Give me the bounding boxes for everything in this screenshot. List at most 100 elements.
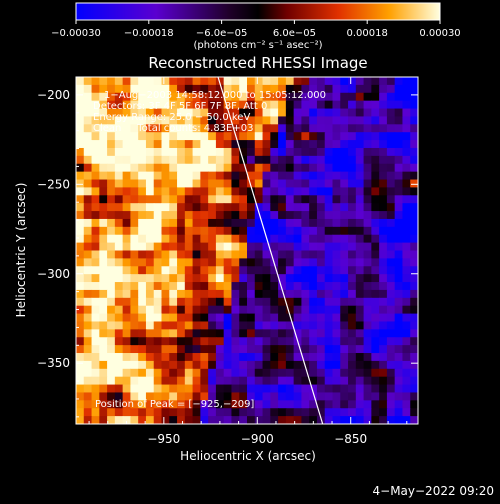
- heatmap-cell: [223, 100, 233, 110]
- heatmap-cell: [254, 155, 264, 165]
- heatmap-cell: [394, 140, 404, 149]
- heatmap-cell: [316, 266, 326, 275]
- heatmap-cell: [215, 305, 225, 315]
- heatmap-cell: [200, 132, 209, 141]
- heatmap-cell: [223, 250, 233, 259]
- heatmap-cell: [192, 274, 201, 283]
- heatmap-cell: [223, 226, 233, 236]
- heatmap-cell: [394, 92, 404, 102]
- heatmap-cell: [332, 226, 341, 236]
- heatmap-cell: [130, 116, 139, 125]
- heatmap-cell: [107, 353, 116, 362]
- heatmap-cell: [99, 400, 108, 409]
- heatmap-cell: [301, 187, 310, 196]
- heatmap-cell: [278, 266, 287, 275]
- heatmap-cell: [153, 297, 163, 307]
- heatmap-cell: [114, 195, 124, 204]
- heatmap-cell: [309, 360, 318, 370]
- heatmap-cell: [410, 218, 418, 228]
- heatmap-cell: [410, 266, 418, 275]
- heatmap-cell: [99, 392, 108, 401]
- heatmap-cell: [324, 258, 334, 267]
- heatmap-cell: [200, 392, 209, 401]
- heatmap-cell: [208, 218, 217, 228]
- heatmap-cell: [348, 321, 357, 330]
- heatmap-cell: [402, 250, 411, 259]
- heatmap-cell: [394, 234, 404, 244]
- heatmap-cell: [239, 250, 248, 259]
- heatmap-cell: [184, 147, 194, 157]
- heatmap-cell: [83, 140, 93, 149]
- heatmap-cell: [76, 187, 85, 196]
- heatmap-cell: [324, 124, 334, 133]
- heatmap-cell: [215, 258, 225, 267]
- heatmap-cell: [301, 132, 310, 141]
- heatmap-cell: [363, 329, 372, 338]
- heatmap-cell: [316, 368, 326, 378]
- heatmap-cell: [340, 226, 349, 236]
- heatmap-cell: [386, 360, 396, 370]
- heatmap-cell: [231, 108, 240, 118]
- heatmap-cell: [76, 321, 85, 330]
- heatmap-cell: [239, 416, 248, 424]
- heatmap-cell: [122, 140, 132, 149]
- heatmap-cell: [239, 258, 248, 267]
- heatmap-cell: [301, 124, 310, 133]
- heatmap-cell: [316, 321, 326, 330]
- heatmap-cell: [278, 195, 287, 204]
- heatmap-cell: [340, 305, 349, 315]
- heatmap-cell: [239, 234, 248, 244]
- heatmap-cell: [91, 211, 100, 220]
- heatmap-cell: [122, 416, 132, 424]
- heatmap-cell: [99, 92, 108, 102]
- heatmap-cell: [122, 258, 132, 267]
- heatmap-cell: [122, 187, 132, 196]
- heatmap-cell: [169, 305, 178, 315]
- heatmap-cell: [270, 297, 279, 307]
- heatmap-cell: [348, 84, 357, 94]
- heatmap-cell: [278, 376, 287, 386]
- heatmap-cell: [130, 368, 139, 378]
- heatmap-cell: [161, 368, 170, 378]
- heatmap-cell: [379, 289, 388, 299]
- heatmap-cell: [278, 108, 287, 118]
- heatmap-cell: [114, 266, 124, 275]
- heatmap-cell: [386, 211, 396, 220]
- heatmap-cell: [107, 234, 116, 244]
- heatmap-cell: [169, 163, 178, 173]
- heatmap-cell: [231, 360, 240, 370]
- heatmap-cell: [107, 305, 116, 315]
- heatmap-cell: [309, 140, 318, 149]
- heatmap-cell: [270, 163, 279, 173]
- heatmap-cell: [130, 289, 139, 299]
- heatmap-cell: [107, 297, 116, 307]
- heatmap-cell: [332, 250, 341, 259]
- heatmap-cell: [153, 163, 163, 173]
- heatmap-cell: [324, 282, 334, 291]
- heatmap-cell: [215, 337, 225, 346]
- heatmap-cell: [348, 297, 357, 307]
- heatmap-cell: [145, 77, 155, 86]
- heatmap-cell: [122, 92, 132, 102]
- heatmap-cell: [161, 242, 170, 252]
- heatmap-cell: [138, 187, 147, 196]
- heatmap-cell: [215, 147, 225, 157]
- heatmap-cell: [293, 400, 303, 409]
- heatmap-cell: [348, 147, 357, 157]
- heatmap-cell: [215, 234, 225, 244]
- heatmap-cell: [301, 179, 310, 189]
- heatmap-cell: [223, 408, 233, 417]
- heatmap-cell: [177, 337, 186, 346]
- heatmap-cell: [153, 100, 163, 110]
- heatmap-cell: [324, 203, 334, 212]
- heatmap-cell: [169, 408, 178, 417]
- heatmap-cell: [379, 282, 388, 291]
- heatmap-cell: [355, 84, 365, 94]
- heatmap-cell: [301, 84, 310, 94]
- heatmap-cell: [239, 400, 248, 409]
- heatmap-cell: [355, 171, 365, 181]
- heatmap-cell: [278, 147, 287, 157]
- heatmap-cell: [363, 211, 372, 220]
- heatmap-cell: [99, 195, 108, 204]
- heatmap-cell: [208, 321, 217, 330]
